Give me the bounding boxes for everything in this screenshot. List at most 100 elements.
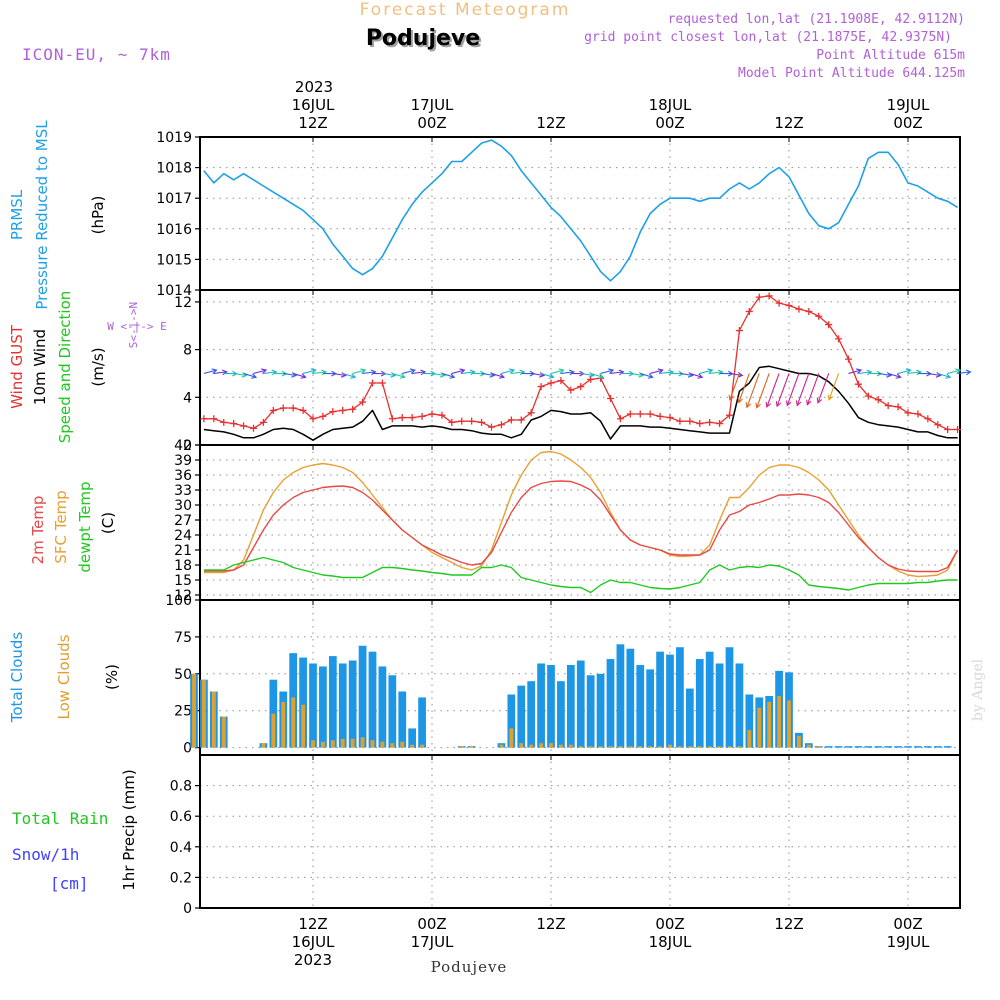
low-clouds-label: Low Clouds	[55, 634, 73, 719]
wind-direction-arrow	[441, 372, 455, 378]
low-cloud-bar	[628, 746, 633, 748]
gust-marker	[626, 410, 634, 418]
dewpoint-line	[203, 556, 958, 594]
gust-line	[203, 295, 958, 431]
total-cloud-bar	[824, 746, 833, 748]
total-cloud-bar	[894, 746, 902, 748]
low-cloud-bar	[608, 746, 613, 748]
gust-marker	[656, 412, 664, 420]
low-cloud-bar	[519, 743, 524, 748]
wind-arrow-head	[856, 368, 863, 374]
wind-direction-arrow	[689, 372, 703, 378]
gust-marker	[408, 414, 416, 422]
gust-marker	[250, 424, 257, 432]
wind-arrow-head	[399, 373, 406, 379]
y-tick-label: 42	[174, 438, 192, 454]
wind-direction-arrow	[937, 372, 951, 378]
low-cloud-bar	[271, 713, 276, 748]
gust-marker	[825, 321, 833, 329]
low-cloud-bar	[796, 735, 801, 748]
gust-marker	[636, 410, 644, 418]
low-cloud-bar	[311, 740, 315, 748]
gust-marker	[934, 421, 942, 429]
grid-coords: grid point closest lon,lat (21.1875E, 42…	[584, 30, 952, 45]
total-cloud-bar	[914, 746, 922, 748]
time-label: 12Z	[536, 915, 565, 933]
wind-arrow-head	[598, 373, 605, 379]
wind-direction-arrow	[630, 372, 644, 377]
y-tick-label: 18	[174, 558, 192, 574]
gust-marker	[448, 418, 456, 426]
wind-direction-arrow	[786, 373, 800, 406]
total-cloud-bar	[348, 660, 357, 748]
total-cloud-bar	[745, 694, 754, 748]
wind-arrow-head	[261, 368, 268, 374]
wind-arrow-head	[785, 400, 792, 407]
gust-marker	[240, 422, 248, 430]
low-cloud-bar	[261, 743, 266, 748]
total-cloud-bar	[715, 663, 724, 748]
gust-marker	[716, 420, 724, 428]
gust-marker	[874, 396, 882, 404]
wind10-line	[203, 365, 958, 441]
low-cloud-bar	[211, 691, 216, 748]
wind-direction-arrow	[481, 372, 495, 377]
total-cloud-bar	[537, 663, 545, 748]
gust-marker	[765, 292, 773, 300]
time-label: 00Z	[655, 915, 684, 933]
gust-marker	[547, 379, 555, 387]
cloud-series	[190, 644, 952, 748]
gust-marker	[745, 307, 753, 315]
low-cloud-bar	[499, 744, 504, 748]
gust-marker	[398, 414, 406, 422]
dew-label: dewpt Temp	[76, 481, 94, 572]
low-cloud-bar	[747, 729, 752, 748]
total-cloud-bar	[616, 644, 625, 748]
low-cloud-bar	[281, 701, 286, 748]
low-cloud-bar	[638, 746, 643, 748]
t2m-line	[203, 480, 959, 573]
total-cloud-bar	[368, 651, 377, 748]
y-tick-label: 12	[174, 295, 192, 311]
gust-marker	[616, 415, 624, 423]
panels: 1014101510161017101810190481212151821242…	[156, 130, 972, 917]
low-cloud-bar	[598, 746, 603, 748]
low-cloud-bar	[717, 746, 722, 748]
gust-marker	[805, 307, 813, 315]
top-year: 2023	[295, 78, 333, 96]
low-cloud-bar	[539, 743, 544, 748]
time-label: 2023	[294, 951, 332, 969]
total-cloud-bar	[844, 746, 853, 748]
wind-arrow-head	[827, 394, 834, 401]
wind-direction-arrow	[650, 369, 663, 374]
time-label: 00Z	[893, 915, 922, 933]
time-label: 18JUL	[649, 933, 692, 951]
low-cloud-bar	[350, 738, 355, 748]
gust-marker	[557, 377, 565, 385]
gust-marker	[378, 379, 386, 387]
wind-direction-arrow	[461, 371, 475, 375]
gust-marker	[200, 415, 208, 423]
gust-marker	[507, 416, 515, 424]
total-cloud-bar	[408, 728, 417, 748]
gust-marker	[418, 412, 426, 420]
wind-direction-arrow	[746, 373, 760, 408]
panel-clouds: 0 25 50 75 100	[165, 593, 960, 757]
wind-direction-arrow	[332, 372, 346, 377]
gust-marker	[854, 380, 862, 388]
wind-arrow-head	[707, 368, 714, 374]
low-cloud-bar	[648, 746, 653, 748]
wind-direction-arrow	[729, 373, 740, 400]
gust-marker	[269, 406, 277, 414]
panel-frame	[199, 136, 961, 291]
total-clouds-label: Total Clouds	[8, 632, 26, 724]
pressure-label-1: PRMSL	[8, 189, 26, 240]
gust-marker	[944, 426, 952, 433]
time-label: 12Z	[298, 114, 327, 132]
gust-marker	[309, 415, 317, 423]
gust-marker	[369, 379, 376, 387]
gust-marker	[339, 406, 347, 414]
low-cloud-bar	[529, 744, 534, 748]
